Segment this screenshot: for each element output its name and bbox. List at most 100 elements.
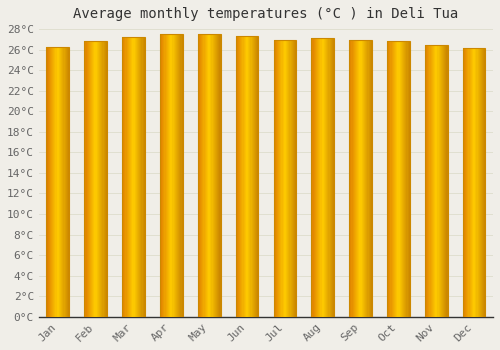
- Bar: [144, 37, 145, 317]
- Bar: [94, 41, 96, 317]
- Bar: [483, 48, 484, 317]
- Bar: [204, 34, 206, 317]
- Bar: [438, 46, 440, 317]
- Bar: [215, 34, 216, 317]
- Bar: [86, 41, 88, 317]
- Bar: [102, 41, 104, 317]
- Bar: [242, 36, 244, 317]
- Bar: [470, 48, 472, 317]
- Bar: [90, 41, 91, 317]
- Bar: [84, 41, 86, 317]
- Bar: [328, 38, 330, 317]
- Bar: [58, 47, 59, 317]
- Bar: [284, 40, 285, 317]
- Bar: [51, 47, 52, 317]
- Bar: [201, 34, 202, 317]
- Bar: [332, 38, 333, 317]
- Bar: [128, 37, 129, 317]
- Bar: [209, 34, 210, 317]
- Bar: [440, 46, 441, 317]
- Bar: [200, 34, 201, 317]
- Bar: [463, 48, 485, 317]
- Bar: [357, 40, 358, 317]
- Bar: [408, 41, 410, 317]
- Bar: [403, 41, 404, 317]
- Bar: [365, 40, 366, 317]
- Bar: [474, 48, 476, 317]
- Bar: [324, 38, 325, 317]
- Bar: [388, 41, 390, 317]
- Bar: [405, 41, 406, 317]
- Bar: [89, 41, 90, 317]
- Bar: [484, 48, 486, 317]
- Bar: [366, 40, 368, 317]
- Bar: [130, 37, 131, 317]
- Bar: [320, 38, 322, 317]
- Bar: [208, 34, 209, 317]
- Bar: [214, 34, 215, 317]
- Bar: [355, 40, 356, 317]
- Bar: [362, 40, 363, 317]
- Bar: [199, 34, 200, 317]
- Bar: [279, 40, 280, 317]
- Bar: [480, 48, 481, 317]
- Bar: [198, 34, 220, 317]
- Bar: [250, 36, 252, 317]
- Bar: [322, 38, 324, 317]
- Bar: [46, 47, 48, 317]
- Bar: [252, 36, 254, 317]
- Bar: [166, 34, 167, 317]
- Bar: [162, 34, 164, 317]
- Bar: [126, 37, 128, 317]
- Bar: [430, 46, 432, 317]
- Bar: [236, 36, 258, 317]
- Bar: [91, 41, 92, 317]
- Bar: [286, 40, 287, 317]
- Bar: [218, 34, 220, 317]
- Bar: [88, 41, 89, 317]
- Bar: [465, 48, 466, 317]
- Bar: [287, 40, 288, 317]
- Bar: [292, 40, 293, 317]
- Bar: [370, 40, 371, 317]
- Bar: [368, 40, 370, 317]
- Bar: [170, 34, 172, 317]
- Bar: [350, 40, 352, 317]
- Bar: [371, 40, 372, 317]
- Bar: [443, 46, 444, 317]
- Bar: [216, 34, 217, 317]
- Bar: [282, 40, 284, 317]
- Bar: [354, 40, 355, 317]
- Bar: [387, 41, 388, 317]
- Bar: [140, 37, 141, 317]
- Bar: [212, 34, 214, 317]
- Bar: [330, 38, 332, 317]
- Bar: [138, 37, 139, 317]
- Bar: [444, 46, 446, 317]
- Bar: [244, 36, 246, 317]
- Bar: [180, 34, 182, 317]
- Bar: [441, 46, 442, 317]
- Bar: [237, 36, 238, 317]
- Bar: [482, 48, 483, 317]
- Bar: [137, 37, 138, 317]
- Bar: [278, 40, 279, 317]
- Bar: [164, 34, 166, 317]
- Bar: [177, 34, 178, 317]
- Bar: [206, 34, 207, 317]
- Bar: [468, 48, 469, 317]
- Bar: [318, 38, 320, 317]
- Bar: [274, 40, 276, 317]
- Bar: [432, 46, 433, 317]
- Bar: [317, 38, 318, 317]
- Bar: [174, 34, 176, 317]
- Bar: [54, 47, 56, 317]
- Bar: [62, 47, 64, 317]
- Bar: [56, 47, 58, 317]
- Bar: [326, 38, 328, 317]
- Bar: [349, 40, 350, 317]
- Bar: [406, 41, 408, 317]
- Bar: [236, 36, 237, 317]
- Bar: [316, 38, 317, 317]
- Bar: [202, 34, 203, 317]
